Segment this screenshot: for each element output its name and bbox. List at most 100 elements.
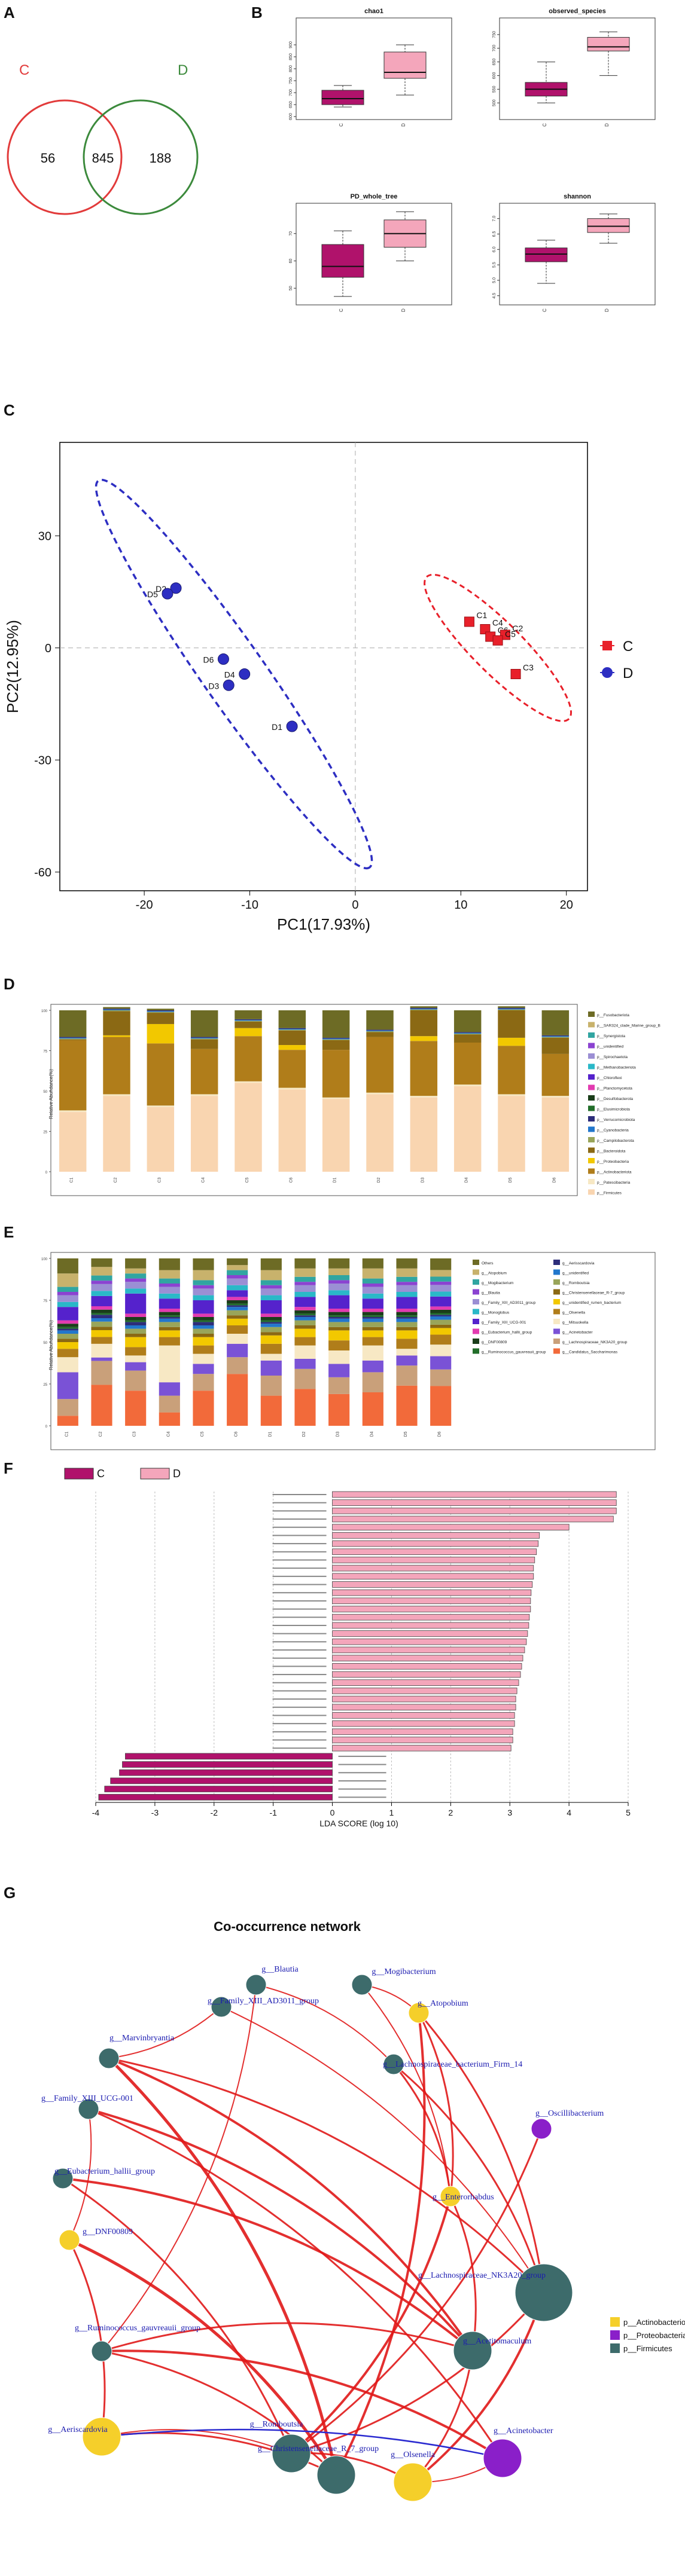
- lda-bar-d: [332, 1737, 513, 1743]
- network-edge: [290, 2196, 452, 2455]
- stack-segment: [190, 1010, 218, 1037]
- boxplot-tick-label: 7.0: [492, 216, 497, 222]
- stack-tick-label: 50: [43, 1342, 47, 1345]
- lda-tick-label: 0: [330, 1808, 335, 1817]
- stack-segment: [366, 1029, 394, 1031]
- stack-segment: [328, 1315, 350, 1317]
- stack-segment: [260, 1395, 282, 1426]
- stack-segment: [125, 1278, 147, 1282]
- panel-d: D Relative Abundance(%) 100 75 50 25 0 C1 C2 C3…: [4, 975, 660, 1196]
- stack-segment: [227, 1290, 248, 1297]
- stack-segment: [498, 1037, 525, 1046]
- stack-sample-label: D1: [268, 1431, 272, 1437]
- lda-bar-feature-name: [272, 1526, 327, 1528]
- stack-segment: [260, 1322, 282, 1324]
- legend-label: g__Family_XIII_UCG-001: [482, 1321, 526, 1325]
- network-node: [98, 2048, 120, 2069]
- stack-segment: [328, 1284, 350, 1291]
- stack-segment: [91, 1361, 112, 1385]
- legend-swatch: [553, 1279, 560, 1285]
- boxplot-group-label: C: [339, 123, 344, 127]
- lda-bar-c: [98, 1793, 333, 1801]
- boxplot-tick-label: 650: [492, 59, 497, 66]
- panel-e-letter: E: [4, 1223, 14, 1241]
- stack-sample-label: C4: [202, 1177, 206, 1182]
- stack-segment: [59, 1040, 87, 1111]
- stack-segment: [328, 1394, 350, 1426]
- stack-segment: [410, 1036, 438, 1041]
- legend-label: p__Patescibacteria: [597, 1181, 631, 1185]
- network-edge: [449, 2196, 477, 2351]
- stack-sample-label: D2: [377, 1177, 381, 1182]
- pca-xtick-label: -20: [136, 899, 153, 912]
- stack-segment: [193, 1328, 214, 1334]
- stack-segment: [366, 1010, 394, 1030]
- stack-segment: [91, 1309, 112, 1313]
- stack-segment: [396, 1297, 418, 1309]
- stack-segment: [294, 1337, 316, 1346]
- stack-segment: [294, 1328, 316, 1337]
- lda-bar-feature-name: [338, 1764, 386, 1765]
- stack-segment: [322, 1010, 350, 1038]
- boxplot-tick-label: 550: [492, 85, 497, 93]
- network-node-label: g__Family_XIII_AD3011_group: [208, 1997, 319, 2006]
- pca-point-c: [492, 635, 503, 646]
- stack-segment: [328, 1258, 350, 1269]
- lda-bar-feature-name: [272, 1674, 327, 1676]
- network-edge: [108, 2057, 545, 2294]
- pca-ytick-label: -60: [34, 866, 51, 879]
- network-legend-swatch: [610, 2330, 620, 2340]
- legend-swatch: [473, 1339, 479, 1344]
- stack-segment: [410, 1006, 438, 1008]
- stack-segment: [235, 1021, 262, 1028]
- stack-segment: [227, 1278, 248, 1285]
- lda-bar-feature-name: [338, 1772, 386, 1774]
- legend-label: g__unidentified_rumen_bacterium: [562, 1301, 621, 1305]
- stack-segment: [193, 1295, 214, 1300]
- panel-e: E Relative Abundance(%) 100 75 50 25 0 C1 C2 C3…: [4, 1223, 656, 1450]
- lda-bar-feature-name: [272, 1567, 327, 1569]
- phylum-legend: p__Fusobacteriota p__SAR324_clade_Marine_…: [588, 1012, 660, 1196]
- stack-segment: [430, 1324, 452, 1328]
- stack-sample-label: D5: [404, 1431, 408, 1437]
- stack-segment: [541, 1097, 570, 1172]
- legend-swatch: [588, 1084, 595, 1090]
- network-edge-negative: [101, 2428, 503, 2459]
- stack-tick-label: 25: [43, 1383, 47, 1387]
- boxplot-tick-label: 750: [492, 31, 497, 38]
- stack-segment: [410, 1096, 438, 1098]
- stack-segment: [193, 1317, 214, 1321]
- boxplot-frame: [499, 17, 656, 120]
- stack-segment: [227, 1265, 248, 1270]
- lda-bar-feature-name: [272, 1518, 327, 1520]
- stack-segment: [278, 1010, 306, 1028]
- stack-segment: [227, 1270, 248, 1275]
- stack-segment: [59, 1010, 87, 1037]
- boxplot-group-label: C: [339, 308, 344, 312]
- boxplot-tick-label: 70: [289, 231, 293, 236]
- network-edge: [255, 1984, 394, 2065]
- panel-c-letter: C: [4, 401, 15, 419]
- stack-segment: [227, 1374, 248, 1426]
- legend-swatch: [553, 1269, 560, 1275]
- lda-bar-feature-name: [272, 1723, 327, 1725]
- stack-segment: [362, 1278, 383, 1284]
- alpha-diversity-boxplots: chao1 600 650 700 750 800 850 900 C Dobserved_spe…: [289, 8, 656, 312]
- legend-label: g__Christensenellaceae_R-7_group: [562, 1291, 625, 1295]
- pca-point-d: [239, 668, 251, 680]
- stack-segment: [235, 1019, 262, 1020]
- stack-segment: [125, 1268, 147, 1274]
- legend-swatch: [588, 1189, 595, 1195]
- stack-segment: [159, 1317, 180, 1319]
- network-edge: [62, 2177, 474, 2352]
- stack-segment: [410, 1041, 438, 1096]
- stack-segment: [328, 1327, 350, 1331]
- pca-ylabel: PC2(12.95%): [4, 620, 22, 713]
- stack-segment: [91, 1321, 112, 1327]
- stack-segment: [147, 1107, 175, 1172]
- legend-label: p__Synergistota: [597, 1034, 625, 1038]
- legend-swatch: [588, 1074, 595, 1080]
- stack-segment: [159, 1382, 180, 1396]
- stack-segment: [57, 1339, 78, 1342]
- stack-segment: [328, 1290, 350, 1295]
